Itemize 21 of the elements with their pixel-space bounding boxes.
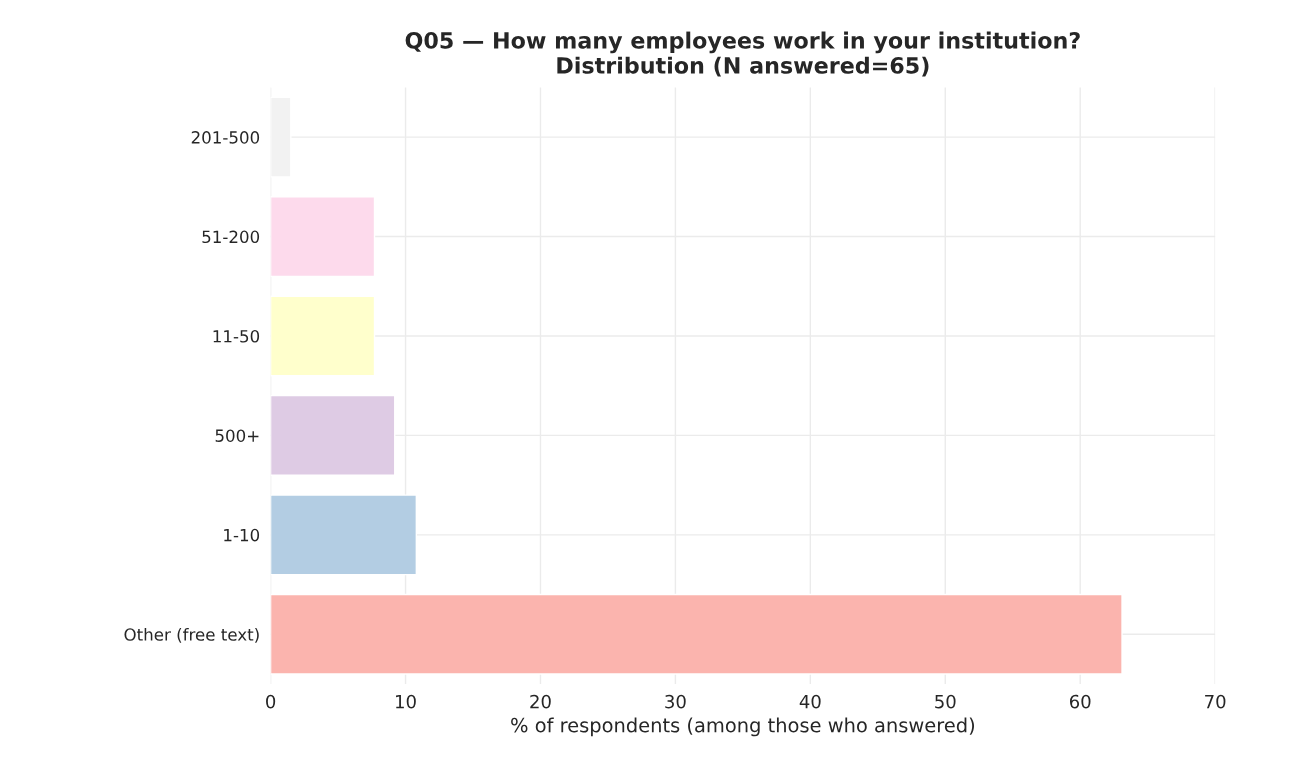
- x-axis-title: % of respondents (among those who answered): [511, 717, 975, 737]
- bar: [270, 295, 376, 377]
- x-tick-label: 20: [530, 694, 551, 709]
- x-tick-label: 30: [665, 694, 686, 709]
- x-tick-label: 50: [935, 694, 956, 709]
- y-tick-label: Other (free text): [124, 627, 259, 643]
- bar: [270, 394, 396, 476]
- chart-title: Q05 — How many employees work in your institution? Distribution (N answered=65): [405, 31, 1080, 77]
- bar: [270, 196, 376, 278]
- y-tick-label: 11-50: [213, 329, 260, 343]
- x-tick-label: 40: [799, 694, 821, 709]
- x-tick-label: 70: [1205, 694, 1226, 709]
- y-tick-label: 51-200: [202, 230, 260, 244]
- x-tick-label: 0: [266, 694, 276, 709]
- y-tick-label: 500+: [215, 429, 259, 442]
- bar: [270, 593, 1123, 675]
- y-tick-label: 201-500: [191, 131, 260, 144]
- y-tick-label: 1-10: [224, 528, 260, 542]
- x-tick-label: 10: [396, 694, 416, 709]
- x-tick-label: 60: [1069, 694, 1091, 709]
- bar: [270, 494, 418, 576]
